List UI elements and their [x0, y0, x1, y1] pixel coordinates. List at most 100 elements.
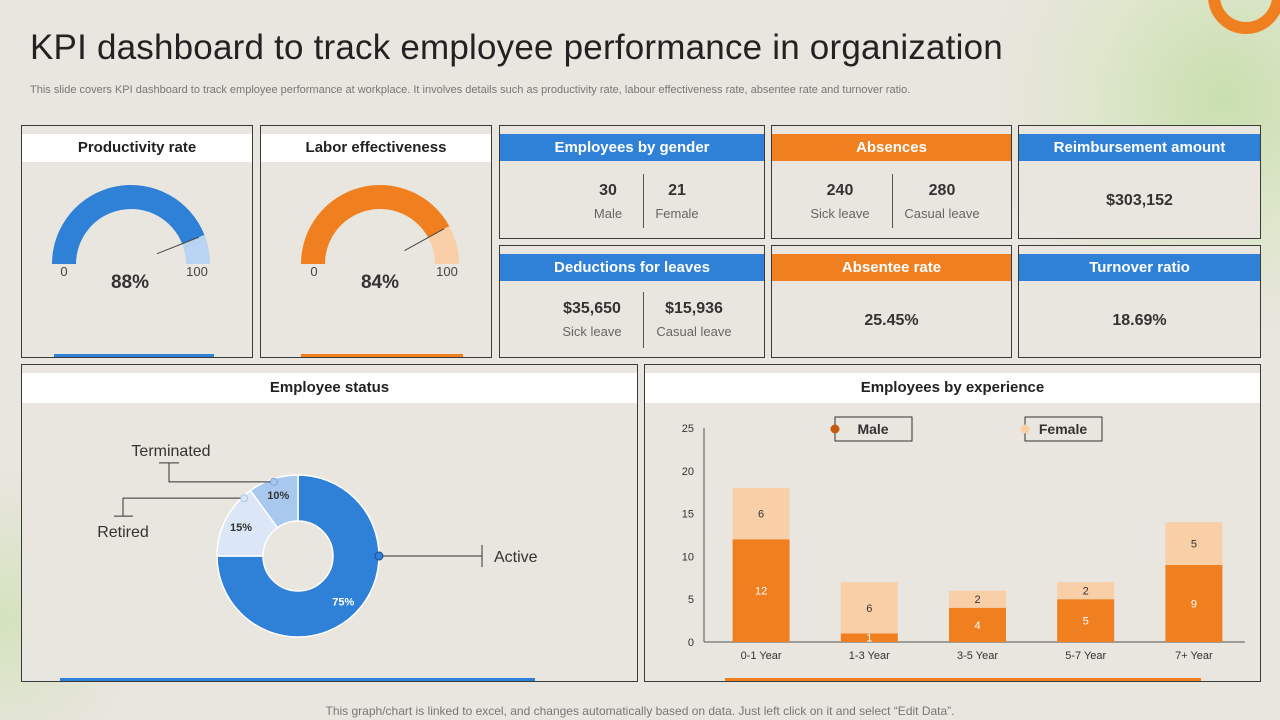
leader-dot [240, 494, 249, 503]
footer-note: This graph/chart is linked to excel, and… [325, 704, 955, 718]
accent-line [725, 678, 1201, 681]
legend-label-terminated: Terminated [131, 443, 210, 460]
legend-marker [830, 424, 840, 434]
bar-value-label: 5 [1191, 539, 1197, 551]
gauge-min-label: 0 [310, 264, 317, 279]
bar-female [1057, 582, 1115, 600]
reimbursement-title: Reimbursement amount [1019, 134, 1260, 161]
gauge-max-label: 100 [436, 264, 458, 279]
gender-title: Employees by gender [500, 134, 764, 161]
female-stat: 21 Female [627, 182, 727, 221]
bar-male [732, 539, 790, 642]
sick-leave-label: Sick leave [810, 206, 870, 221]
female-count: 21 [668, 182, 686, 199]
productivity-gauge: 0 100 88% [52, 185, 210, 293]
leader-dot [374, 551, 384, 561]
divider [643, 174, 644, 228]
legend-label-retired: Retired [97, 524, 149, 541]
x-tick-label: 0-1 Year [741, 650, 782, 662]
bar-male [840, 633, 898, 642]
slice-value-label: 10% [267, 490, 289, 502]
status-title: Employee status [22, 373, 637, 403]
accent-line [54, 354, 214, 357]
male-stat: 30 Male [558, 182, 658, 221]
gauge-value-label: 88% [111, 272, 149, 293]
page-subtitle: This slide covers KPI dashboard to track… [30, 84, 911, 96]
male-count: 30 [599, 182, 617, 199]
x-tick-label: 5-7 Year [1065, 650, 1106, 662]
experience-title: Employees by experience [645, 373, 1260, 403]
bar-value-label: 9 [1191, 598, 1197, 610]
legend-label-active: Active [494, 549, 538, 566]
gender-panel: Employees by gender 30 Male 21 Female [499, 125, 765, 239]
absences-panel: Absences 240 Sick leave 280 Casual leave [771, 125, 1012, 239]
y-tick-label: 5 [688, 594, 694, 606]
absentee-title: Absentee rate [772, 254, 1011, 281]
turnover-title: Turnover ratio [1019, 254, 1260, 281]
bar-male [1165, 564, 1223, 642]
x-tick-label: 3-5 Year [957, 650, 998, 662]
male-label: Male [593, 206, 623, 221]
productivity-panel: Productivity rate 0 100 88% [21, 125, 253, 358]
bar-male [949, 607, 1006, 642]
deduction-casual-stat: $15,936 Casual leave [644, 300, 744, 339]
deduction-sick-value: $35,650 [563, 300, 621, 317]
bar-value-label: 5 [1083, 616, 1089, 628]
bar-value-label: 4 [974, 620, 980, 632]
x-tick-label: 1-3 Year [849, 650, 890, 662]
slice-value-label: 75% [332, 596, 354, 608]
deductions-title: Deductions for leaves [500, 254, 764, 281]
bar-female [949, 590, 1006, 608]
female-label: Female [655, 206, 699, 221]
sick-leave-stat: 240 Sick leave [790, 182, 890, 221]
gauge-value-label: 84% [361, 272, 399, 293]
deduction-casual-value: $15,936 [665, 300, 723, 317]
status-donut-chart: 75% 15% 10% Active Retired Terminated [97, 443, 538, 638]
bar-value-label: 1 [866, 633, 872, 645]
experience-panel: Employees by experience 0 5 10 15 20 25 12 6 0-1… [644, 364, 1261, 682]
legend-label: Female [1039, 421, 1087, 437]
accent-line [301, 354, 463, 357]
divider [643, 292, 644, 348]
bar-female [732, 487, 790, 540]
bar-value-label: 6 [866, 603, 872, 615]
bar-value-label: 2 [974, 594, 980, 606]
gauge-needle [156, 236, 200, 255]
deduction-casual-label: Casual leave [656, 324, 732, 339]
casual-leave-label: Casual leave [904, 206, 980, 221]
bar-value-label: 6 [758, 509, 764, 521]
bar-value-label: 12 [755, 586, 767, 598]
leader-line [168, 462, 274, 483]
y-tick-label: 10 [682, 551, 694, 563]
labor-panel: Labor effectiveness 0 100 84% [260, 125, 492, 358]
legend-marker [1020, 424, 1030, 434]
gauge-track [428, 225, 459, 264]
productivity-title: Productivity rate [22, 134, 252, 162]
absentee-panel: Absentee rate 25.45% [771, 245, 1012, 358]
turnover-panel: Turnover ratio 18.69% [1018, 245, 1261, 358]
y-tick-label: 20 [682, 466, 694, 478]
sick-leave-count: 240 [826, 182, 854, 199]
leader-line [122, 497, 245, 517]
gauge-needle [404, 228, 445, 251]
deduction-sick-stat: $35,650 Sick leave [542, 300, 642, 339]
bar-female [840, 582, 898, 634]
legend-label: Male [857, 421, 888, 437]
divider [892, 174, 893, 228]
donut-slice [249, 474, 299, 529]
y-tick-label: 15 [682, 509, 694, 521]
reimbursement-value: $303,152 [1106, 192, 1173, 209]
leader-dot [269, 477, 278, 486]
status-panel: Employee status 75% 15% 10% Active Retired Te… [21, 364, 638, 682]
gauge-min-label: 0 [60, 264, 67, 279]
absences-title: Absences [772, 134, 1011, 161]
x-tick-label: 7+ Year [1175, 650, 1213, 662]
absentee-value: 25.45% [864, 312, 919, 329]
gauge-max-label: 100 [186, 264, 208, 279]
donut-slice [216, 474, 380, 638]
casual-leave-stat: 280 Casual leave [892, 182, 992, 221]
slice-value-label: 15% [230, 522, 252, 534]
labor-gauge: 0 100 84% [301, 184, 459, 293]
gauge-fill [52, 185, 205, 264]
